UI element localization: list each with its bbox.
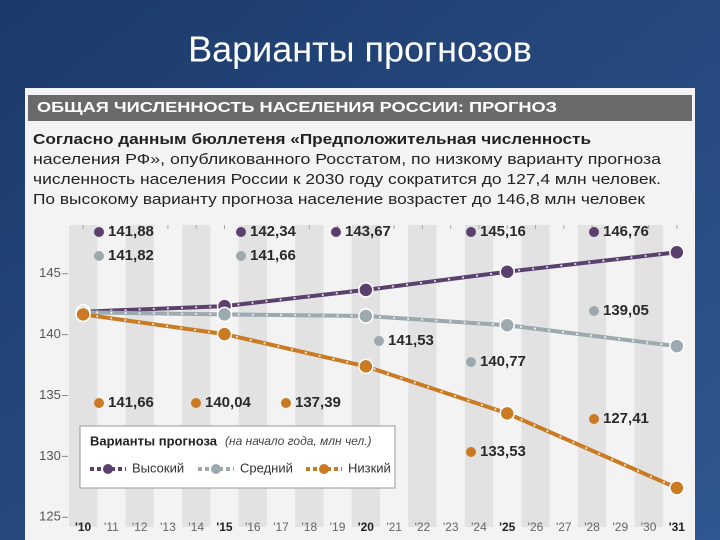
subtitle-line: населения РФ», опубликованного Росстатом…	[33, 151, 662, 168]
value-label: 146,76	[603, 223, 649, 240]
label-dot	[374, 336, 384, 346]
label-dot	[94, 398, 104, 408]
label-dot	[466, 447, 476, 457]
column-stripe	[521, 225, 550, 527]
value-label: 141,82	[108, 247, 154, 264]
label-dot	[466, 227, 476, 237]
x-tick-label: '13	[160, 520, 176, 534]
x-tick-label: '19	[330, 520, 346, 534]
value-label: 133,53	[480, 443, 526, 460]
point	[216, 326, 233, 342]
chart-title: ОБЩАЯ ЧИСЛЕННОСТЬ НАСЕЛЕНИЯ РОССИИ: ПРОГ…	[37, 99, 557, 116]
legend-label: Низкий	[348, 460, 391, 475]
legend-marker	[103, 464, 113, 474]
value-label: 141,66	[108, 394, 154, 411]
label-dot	[281, 398, 291, 408]
subtitle-line: По высокому варианту прогноза население …	[33, 191, 646, 208]
value-label: 137,39	[295, 394, 341, 411]
x-tick-label: '23	[443, 520, 459, 534]
header-bar	[28, 95, 692, 121]
legend-marker	[211, 464, 221, 474]
legend-box	[79, 425, 396, 489]
point	[216, 306, 233, 323]
x-tick-label: '20	[358, 520, 375, 534]
y-tick-label: 130	[39, 448, 61, 463]
x-tick-label: '15	[216, 520, 233, 534]
point	[499, 405, 515, 422]
value-label: 140,04	[205, 394, 252, 411]
point	[669, 244, 685, 261]
y-tick-label: 125	[39, 509, 61, 524]
label-dot	[331, 227, 341, 237]
x-tick-label: '28	[584, 520, 600, 534]
legend-title: Варианты прогноза	[90, 433, 218, 448]
x-tick-label: '24	[471, 520, 487, 534]
column-stripe	[408, 225, 437, 527]
value-label: 140,77	[480, 353, 526, 370]
value-label: 127,41	[603, 410, 649, 427]
value-label: 143,67	[345, 223, 391, 240]
x-tick-label: '26	[528, 520, 544, 534]
subtitle-line: численность населения России к 2030 году…	[33, 171, 661, 188]
label-dot	[466, 357, 476, 367]
x-tick-label: '31	[669, 520, 686, 534]
x-tick-label: '12	[132, 520, 148, 534]
y-tick-label: 135	[39, 387, 61, 402]
x-tick-label: '21	[386, 520, 402, 534]
legend-label: Высокий	[132, 460, 184, 475]
label-dot	[236, 227, 246, 237]
x-tick-label: '29	[612, 520, 628, 534]
legend-note: (на начало года, млн чел.)	[225, 434, 372, 448]
label-dot	[191, 398, 201, 408]
point	[669, 480, 685, 496]
x-tick-label: '18	[301, 520, 317, 534]
x-tick-label: '25	[499, 520, 516, 534]
slide-title: Варианты прогнозов	[188, 29, 532, 70]
value-label: 139,05	[603, 302, 649, 319]
x-tick-label: '14	[188, 520, 204, 534]
x-tick-label: '11	[104, 520, 119, 534]
x-tick-label: '17	[273, 520, 289, 534]
x-tick-label: '27	[556, 520, 572, 534]
value-label: 145,16	[480, 223, 526, 240]
subtitle-line: Согласно данным бюллетеня «Предположител…	[33, 131, 591, 148]
x-tick-label: '16	[245, 520, 261, 534]
legend-label: Средний	[240, 460, 293, 475]
column-stripe	[577, 225, 607, 527]
y-tick-label: 145	[39, 265, 61, 280]
label-dot	[589, 227, 599, 237]
legend-marker	[319, 464, 329, 474]
label-dot	[589, 414, 599, 424]
point	[358, 358, 374, 375]
point	[358, 308, 374, 324]
plot: 125 130 135 140 145 '10 '11 '12 '13 '14 '15 '16 '17 '…	[39, 223, 685, 534]
y-tick-label: 140	[39, 326, 61, 341]
column-stripe	[464, 225, 494, 527]
value-label: 141,53	[388, 332, 434, 349]
label-dot	[94, 251, 104, 261]
point	[669, 338, 685, 354]
point	[358, 282, 374, 298]
x-tick-label: '30	[641, 520, 657, 534]
value-label: 142,34	[250, 223, 297, 240]
point	[499, 317, 515, 333]
x-tick-label: '10	[75, 520, 92, 534]
point	[499, 264, 515, 280]
label-dot	[94, 227, 104, 237]
label-dot	[589, 306, 599, 316]
point	[75, 306, 91, 323]
x-tick-label: '22	[415, 520, 431, 534]
value-label: 141,66	[250, 247, 296, 264]
label-dot	[236, 251, 246, 261]
value-label: 141,88	[108, 223, 154, 240]
